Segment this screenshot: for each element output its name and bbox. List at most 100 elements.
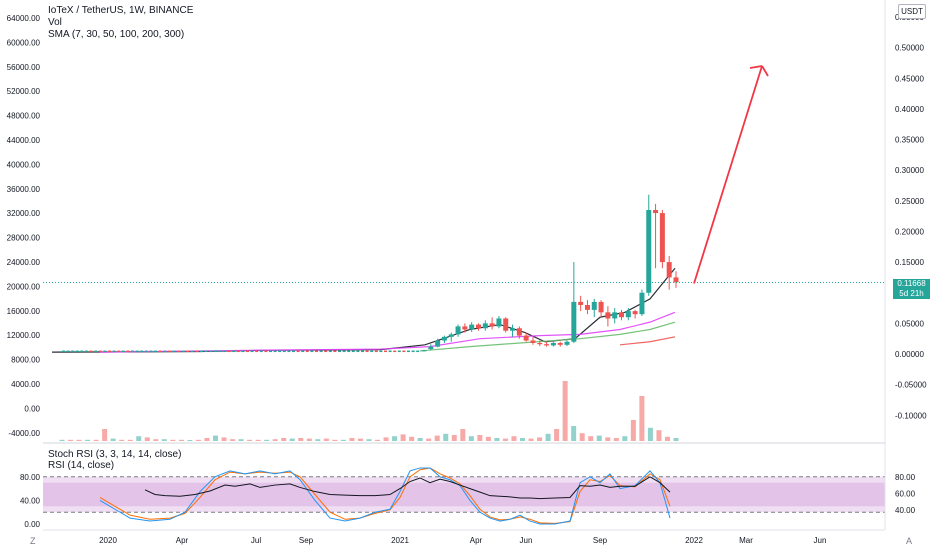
left-axis-tick: 8000.00 <box>11 356 40 365</box>
osc-left-tick: 0.00 <box>24 520 40 529</box>
candle-body <box>489 323 495 327</box>
candle-body <box>441 336 447 341</box>
candle-small <box>384 350 387 353</box>
volume-bar <box>596 435 602 441</box>
left-axis-tick: 24000.00 <box>7 258 41 267</box>
candle-small <box>62 350 65 353</box>
right-axis-tick: -0.10000 <box>895 411 927 420</box>
candle-body <box>564 341 570 345</box>
rsi-band <box>43 482 885 507</box>
volume-bar <box>409 436 415 441</box>
candle-body <box>435 340 441 347</box>
candle-small <box>255 350 259 353</box>
volume-bar <box>93 439 99 441</box>
candle-body <box>469 324 475 330</box>
volume-bar <box>383 437 389 441</box>
candle-body <box>544 344 550 346</box>
left-axis-tick: 32000.00 <box>7 209 41 218</box>
volume-bar <box>451 435 457 441</box>
countdown: 5d 21h <box>899 289 924 298</box>
candle-small <box>273 350 277 353</box>
volume-bar <box>554 429 560 441</box>
candlesticks[interactable] <box>62 194 679 353</box>
stoch-rsi-legend[interactable]: Stoch RSI (3, 3, 14, 14, close) <box>48 449 182 460</box>
right-axis-tick: 0.40000 <box>895 105 924 114</box>
candle-small <box>379 350 383 353</box>
volume-bar <box>571 426 577 441</box>
volume-bar <box>255 439 261 441</box>
candle-body <box>632 311 638 315</box>
last-price-value: 0.11668 <box>897 279 926 288</box>
sma-line <box>419 321 676 352</box>
volume-bar <box>289 438 295 441</box>
candle-small <box>75 350 79 353</box>
candle-small <box>269 350 272 353</box>
timezone-button[interactable]: Z <box>30 536 36 546</box>
axes: 64000.00 60000.00 56000.00 52000.00 48000.00… <box>7 0 927 545</box>
volume-bar <box>460 429 466 441</box>
left-axis-tick: 60000.00 <box>7 38 41 47</box>
right-axis-tick: 0.30000 <box>895 166 924 175</box>
candle-small <box>140 350 144 353</box>
candle-small <box>200 350 203 353</box>
volume-bar <box>656 430 662 441</box>
volume-bar <box>502 438 508 441</box>
volume-bar <box>417 438 423 441</box>
time-axis-tick: Sep <box>593 536 608 545</box>
candle-body <box>421 350 427 352</box>
candle-small <box>66 350 70 353</box>
candle-small <box>112 350 116 353</box>
volume-bar <box>664 436 670 441</box>
candle-small <box>315 350 318 353</box>
volume-bar <box>144 437 150 441</box>
volume-bar <box>247 439 253 441</box>
rsi-legend[interactable]: RSI (14, close) <box>48 460 115 471</box>
volume-bar <box>443 433 449 441</box>
volume-bar <box>400 434 406 441</box>
candle-small <box>167 350 171 353</box>
candle-small <box>264 350 268 353</box>
left-axis-tick: 16000.00 <box>7 307 41 316</box>
volume-bar <box>272 439 278 441</box>
volume-bar <box>76 439 82 441</box>
volume-bar <box>170 439 176 441</box>
candle-body <box>428 346 434 350</box>
candle-body <box>537 342 543 345</box>
rsi-line <box>144 476 671 500</box>
volume-bar <box>537 437 543 441</box>
volume-bar <box>332 439 338 441</box>
volume-bar <box>366 439 372 441</box>
volume-bar <box>434 435 440 441</box>
volume-bar <box>281 438 287 441</box>
sma-line <box>99 311 676 353</box>
volume-bar <box>213 435 218 441</box>
time-axis-tick: Jun <box>814 536 827 545</box>
volume-bar <box>136 436 142 441</box>
candle-small <box>374 350 378 353</box>
volume-bar <box>605 437 611 441</box>
auto-scale-button[interactable]: A <box>906 536 913 546</box>
stoch-band <box>43 476 885 513</box>
symbol-title[interactable]: IoTeX / TetherUS, 1W, BINANCE <box>48 5 194 16</box>
currency-badge[interactable]: USDT <box>898 4 926 19</box>
volume-legend[interactable]: Vol <box>48 17 62 28</box>
volume-bar <box>520 438 525 441</box>
candle-small <box>411 350 415 353</box>
candle-body <box>653 210 659 214</box>
candle-small <box>282 350 286 353</box>
left-axis-tick: 44000.00 <box>7 136 41 145</box>
candle-body <box>673 277 679 283</box>
candle-small <box>370 350 374 353</box>
candle-small <box>158 350 162 353</box>
sma-legend[interactable]: SMA (7, 30, 50, 100, 200, 300) <box>48 29 185 40</box>
annotation-arrow[interactable] <box>693 65 769 284</box>
candle-body <box>503 318 509 331</box>
right-axis-tick: 0.50000 <box>895 44 924 53</box>
left-axis-tick: 36000.00 <box>7 185 41 194</box>
candle-small <box>397 350 401 353</box>
candle-small <box>338 350 341 353</box>
right-axis-tick: 0.00000 <box>895 350 924 359</box>
volume-bar <box>494 438 500 441</box>
right-axis-tick: 0.05000 <box>895 319 924 328</box>
